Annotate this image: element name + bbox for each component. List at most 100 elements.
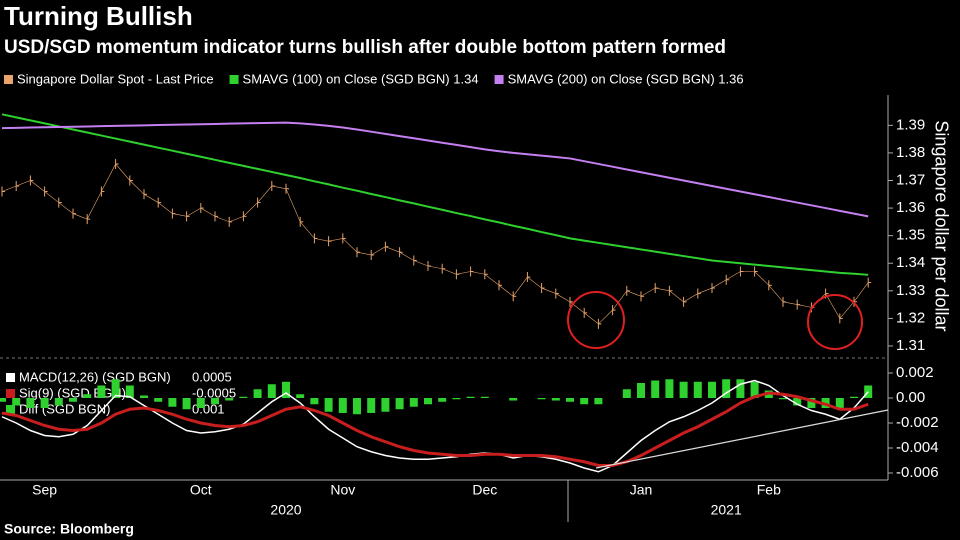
- legend-swatch: [494, 75, 504, 84]
- x-year-label: 2021: [711, 502, 742, 518]
- y-tick-label: 1.32: [896, 309, 925, 326]
- histogram-bar: [566, 398, 574, 402]
- histogram-bar: [282, 381, 290, 398]
- histogram-bar: [466, 396, 475, 398]
- y-tick-label: 1.37: [896, 171, 925, 188]
- histogram-bar: [736, 379, 745, 398]
- histogram-bar: [367, 398, 376, 413]
- histogram-bar: [324, 398, 333, 412]
- x-year-label: 2020: [270, 502, 301, 518]
- legend-swatch: [6, 405, 15, 414]
- annotation-circle: [567, 291, 625, 349]
- x-tick-label: Oct: [190, 482, 212, 498]
- legend-label: SMAVG (100) on Close (SGD BGN) 1.34: [243, 71, 479, 86]
- histogram-bar: [594, 398, 603, 405]
- series-line: [1, 391, 869, 467]
- histogram-bar: [267, 384, 276, 398]
- histogram-bar: [424, 398, 432, 405]
- y-tick-label: 1.36: [896, 199, 925, 216]
- histogram-bar: [438, 398, 447, 402]
- histogram-bar: [0, 398, 6, 402]
- histogram-bar: [353, 398, 361, 415]
- histogram-bar: [168, 398, 177, 407]
- histogram-bar: [622, 389, 631, 398]
- histogram-bar: [722, 379, 731, 398]
- histogram-bar: [651, 380, 660, 398]
- series-line: [1, 121, 869, 218]
- histogram-bar: [225, 398, 234, 401]
- legend-swatch: [6, 389, 15, 398]
- y-tick-label: 1.35: [896, 227, 925, 244]
- histogram-bar: [637, 383, 645, 398]
- histogram-bar: [850, 396, 858, 398]
- histogram-bar: [409, 398, 418, 407]
- x-tick-label: Feb: [757, 482, 781, 498]
- y-tick-label: 0.00: [896, 389, 925, 406]
- histogram-bar: [310, 398, 319, 405]
- legend-label: SMAVG (200) on Close (SGD BGN) 1.36: [508, 71, 744, 86]
- histogram-bar: [211, 398, 219, 405]
- histogram-bar: [381, 398, 390, 412]
- histogram-bar: [537, 398, 546, 400]
- histogram-bar: [580, 398, 589, 405]
- histogram-bar: [480, 396, 489, 398]
- series-line: [1, 163, 869, 325]
- x-tick-label: Sep: [32, 482, 57, 498]
- source: Source: Bloomberg: [4, 521, 134, 537]
- histogram-bar: [693, 381, 702, 398]
- histogram-bar: [807, 398, 816, 408]
- plot: 1.31 1.32 1.33 1.34 1.35 1.36 1.37 1.38 1.39 Sing…: [0, 71, 939, 518]
- histogram-bar: [779, 398, 787, 400]
- histogram-bar: [452, 398, 461, 400]
- histogram-bar: [97, 385, 106, 398]
- subtitle: USD/SGD momentum indicator turns bullish…: [4, 37, 726, 58]
- legend-swatch: [4, 75, 13, 84]
- histogram-bar: [679, 381, 688, 398]
- legend-label: MACD(12,26) (SGD BGN): [19, 369, 171, 384]
- legend-swatch: [6, 373, 15, 382]
- histogram-bar: [665, 379, 674, 398]
- histogram-bar: [140, 395, 148, 398]
- trend-line: [595, 409, 889, 469]
- annotation-circle: [807, 294, 863, 350]
- histogram-bar: [395, 398, 404, 410]
- histogram-bar: [54, 398, 63, 406]
- histogram-bar: [551, 398, 560, 401]
- y-tick-label: 1.34: [896, 254, 925, 271]
- legend-swatch: [229, 75, 239, 84]
- title: Turning Bullish: [4, 1, 193, 31]
- histogram-bar: [196, 398, 205, 408]
- histogram-bar: [26, 398, 35, 408]
- y-tick-label: -0.002: [896, 414, 939, 431]
- y-tick-label: 1.38: [896, 144, 925, 161]
- histogram-bar: [793, 398, 802, 406]
- histogram-bar: [296, 394, 305, 398]
- histogram-bar: [338, 398, 347, 413]
- x-tick-label: Dec: [472, 482, 497, 498]
- histogram-bar: [253, 389, 262, 398]
- histogram-bar: [835, 398, 844, 408]
- histogram-bar: [182, 398, 191, 410]
- legend-value: -0.0005: [192, 385, 236, 400]
- histogram-bar: [40, 398, 49, 408]
- x-tick-label: Nov: [330, 482, 355, 498]
- histogram-bar: [69, 398, 77, 402]
- histogram-bar: [125, 385, 134, 398]
- y-tick-label: 0.002: [896, 364, 934, 381]
- y-tick-label: 1.31: [896, 337, 925, 354]
- legend-label: Singapore Dollar Spot - Last Price: [17, 71, 214, 86]
- histogram-bar: [154, 398, 163, 402]
- histogram-bar: [708, 381, 716, 398]
- y-tick-label: 1.33: [896, 282, 925, 299]
- histogram-bar: [12, 398, 21, 406]
- histogram-bar: [509, 398, 518, 401]
- series-line: [1, 113, 869, 276]
- y-axis-title: Singapore dollar per dollar: [931, 120, 951, 331]
- histogram-bar: [239, 396, 248, 398]
- histogram-bar: [750, 381, 759, 398]
- y-tick-label: -0.004: [896, 439, 939, 456]
- y-tick-label: -0.006: [896, 464, 939, 481]
- legend-value: 0.0005: [192, 369, 232, 384]
